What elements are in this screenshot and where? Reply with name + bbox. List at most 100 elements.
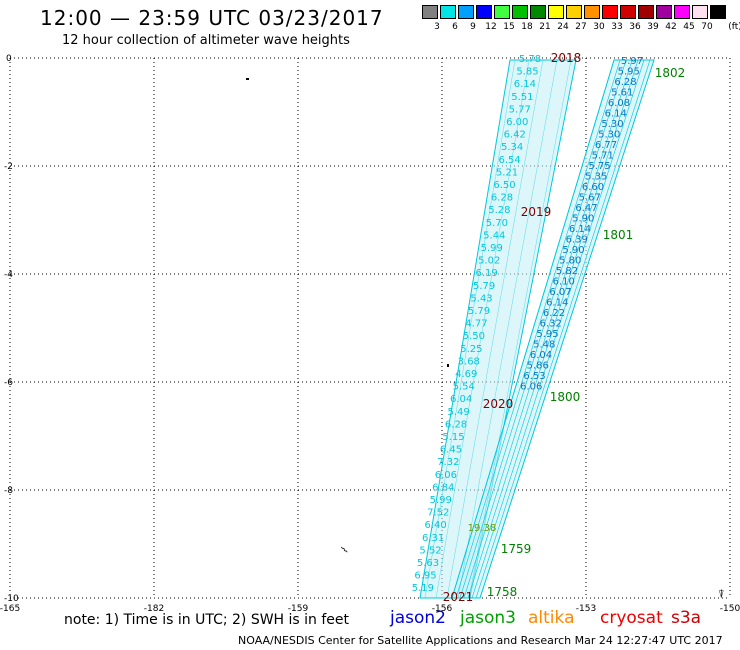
right-track-line: [451, 59, 615, 599]
swh-value-left: 4.77: [465, 319, 487, 330]
swh-value-left: 5.49: [447, 407, 469, 418]
swh-value-right: 6.14: [569, 224, 591, 235]
legend-swatch: [440, 5, 456, 19]
time-stamp-right: 1801: [603, 228, 634, 242]
legend-label: 9: [470, 22, 476, 32]
swh-value-left: 5.51: [511, 92, 533, 103]
right-track-line: [475, 59, 651, 599]
right-track-line: [455, 59, 621, 599]
swh-value-left: 5.78: [519, 54, 541, 65]
credit-line: NOAA/NESDIS Center for Satellite Applica…: [238, 634, 723, 647]
legend-swatch: [476, 5, 492, 19]
swh-value-right: 5.48: [533, 340, 555, 351]
swh-value-left: 5.34: [501, 142, 523, 153]
x-tick-label: -159: [288, 604, 309, 614]
swh-value-left: 6.04: [450, 394, 472, 405]
time-stamp-left: 2019: [521, 205, 552, 219]
legend-label: 36: [629, 22, 641, 32]
swh-value-left: 5.79: [473, 281, 495, 292]
swh-value-left: 5.85: [516, 67, 538, 78]
left-track-line: [457, 59, 558, 599]
legend-label: 24: [557, 22, 569, 32]
right-track-line: [463, 59, 633, 599]
swh-value-right: 6.07: [549, 287, 571, 298]
page-subtitle: 12 hour collection of altimeter wave hei…: [62, 33, 350, 48]
swh-value-left: 6.42: [504, 130, 526, 141]
left-track-line: [424, 59, 516, 599]
swh-value-right: 6.06: [520, 382, 542, 393]
swh-value-left: 5.44: [483, 230, 505, 241]
swh-value-left: 6.50: [493, 180, 515, 191]
satellite-s3a-label: s3a: [671, 608, 702, 628]
swh-value-right: 6.53: [523, 371, 545, 382]
swh-value-left: 6.28: [491, 193, 513, 204]
legend-swatch: [548, 5, 564, 19]
legend-swatch: [494, 5, 510, 19]
swh-value-left: 5.52: [419, 545, 441, 556]
legend-swatch: [512, 5, 528, 19]
swh-value-left: 6.19: [476, 268, 498, 279]
swh-value-left: 6.06: [435, 470, 457, 481]
legend-label: 15: [503, 22, 515, 32]
swh-value-left: 5.63: [417, 558, 439, 569]
swh-value-left: 6.95: [414, 571, 436, 582]
swh-value-left: 5.99: [481, 243, 503, 254]
island-marker: [246, 78, 249, 80]
time-stamp-right: 1758: [487, 585, 518, 599]
legend-label: 39: [647, 22, 659, 32]
x-tick-label: -153: [576, 604, 596, 614]
swh-value-right: 6.32: [540, 319, 562, 330]
legend-label: 42: [665, 22, 677, 32]
swh-value-right: 5.82: [556, 266, 578, 277]
page-title: 12:00 — 23:59 UTC 03/23/2017: [40, 6, 384, 30]
swh-value-left: 5.21: [496, 167, 518, 178]
swh-value-right: 5.75: [588, 161, 610, 172]
swh-value-right: 6.14: [546, 298, 568, 309]
swh-value-left: 3.68: [458, 356, 480, 367]
time-stamp-left: 2018: [551, 51, 582, 65]
swh-value-right: 5.90: [562, 245, 584, 256]
swh-value-right: 5.61: [611, 88, 633, 99]
swh-value-right: 6.04: [530, 350, 552, 361]
legend-unit: (ft): [728, 22, 740, 32]
swh-value-left: 6.84: [432, 482, 454, 493]
legend-label: 30: [593, 22, 605, 32]
swh-value-left: 4.69: [455, 369, 477, 380]
left-track-line: [446, 59, 544, 599]
swh-value-left: 6.14: [514, 79, 536, 90]
satellite-jason2-label: jason2: [390, 608, 446, 628]
right-track-line: [459, 59, 627, 599]
swh-value-left: 5.79: [468, 306, 490, 317]
swh-value-left: 5.99: [430, 495, 452, 506]
swh-value-left: 7.32: [437, 457, 459, 468]
swh-value-high: 19.38: [468, 523, 497, 534]
swh-value-right: 5.97: [621, 56, 643, 67]
legend-label: 27: [575, 22, 587, 32]
legend-swatch: [710, 5, 726, 19]
swh-value-right: 6.22: [543, 308, 565, 319]
swh-value-right: 5.30: [601, 119, 623, 130]
legend-swatch: [674, 5, 690, 19]
x-tick-label: -156: [432, 604, 453, 614]
satellite-jason3-label: jason3: [460, 608, 516, 628]
time-stamp-right: 1800: [550, 390, 581, 404]
swh-value-left: 5.02: [478, 256, 500, 267]
atoll-symbol: ⌇: [340, 545, 351, 556]
y-tick-label: -2: [4, 162, 13, 172]
legend-label: 18: [521, 22, 533, 32]
legend-swatch: [602, 5, 618, 19]
swh-value-right: 5.30: [598, 130, 620, 141]
swh-value-left: 5.28: [488, 205, 510, 216]
swh-value-right: 5.86: [527, 361, 549, 372]
satellite-altika-label: altika: [528, 608, 575, 628]
swh-value-left: 5.25: [460, 344, 482, 355]
swh-value-left: 6.31: [422, 533, 444, 544]
swh-value-right: 5.95: [618, 67, 640, 78]
y-tick-label: -4: [4, 270, 13, 280]
swh-value-right: 6.10: [553, 277, 575, 288]
swh-value-left: 5.15: [442, 432, 464, 443]
y-tick-label: -6: [4, 378, 13, 388]
swh-value-right: 5.67: [579, 193, 601, 204]
footnote: note: 1) Time is in UTC; 2) SWH is in fe…: [64, 612, 350, 628]
swh-value-right: 5.71: [592, 151, 614, 162]
